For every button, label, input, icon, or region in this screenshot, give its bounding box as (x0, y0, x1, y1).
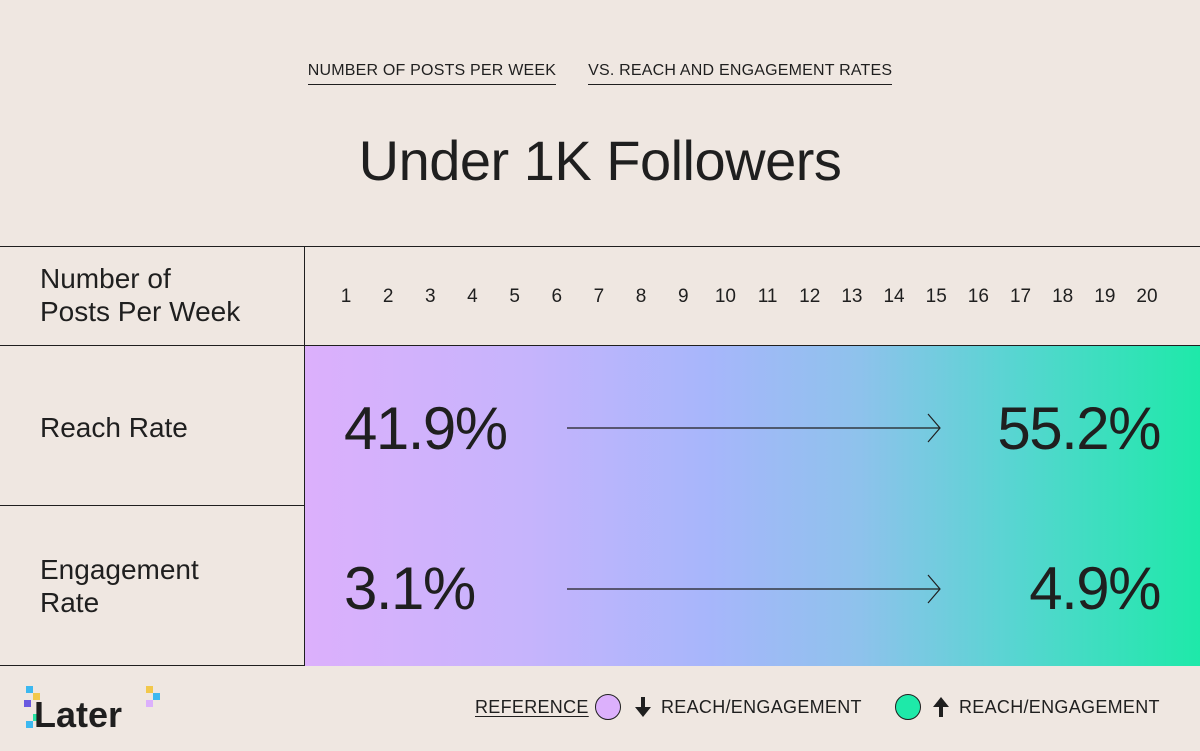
x-tick-label: 8 (635, 286, 647, 307)
x-tick-label: 4 (467, 286, 478, 307)
reference-label: REFERENCE (475, 697, 589, 717)
reach-end-value: 55.2% (997, 395, 1161, 462)
legend-label-high: REACH/ENGAGEMENT (959, 697, 1160, 717)
subtitle-part-1: NUMBER OF POSTS PER WEEK (307, 62, 557, 85)
x-tick-label: 18 (1052, 286, 1074, 307)
later-logo: Later (24, 686, 160, 735)
table-column-divider (304, 246, 305, 666)
header-label-line-2: Posts Per Week (40, 296, 241, 327)
x-tick-label: 9 (677, 286, 689, 307)
x-tick-label: 15 (925, 286, 947, 307)
data-table: Number of Posts Per Week 1 2 3 4 5 6 7 8 9 10 11 12… (0, 246, 1200, 666)
x-tick-label: 20 (1136, 286, 1158, 307)
legend-swatch-high (895, 694, 921, 720)
reach-arrow (567, 413, 941, 443)
chart-title: Under 1K Followers (358, 129, 842, 192)
x-tick-label: 5 (509, 286, 520, 307)
reach-start-value: 41.9% (344, 395, 508, 462)
row-label-engagement: Engagement Rate (40, 553, 199, 619)
engagement-start-value: 3.1% (344, 555, 476, 622)
x-tick-label: 19 (1094, 286, 1116, 307)
x-tick-label: 11 (757, 286, 778, 307)
x-tick-label: 3 (425, 286, 436, 307)
table-top-border (0, 246, 1200, 247)
table-header-divider (0, 345, 1200, 346)
row-label-reach: Reach Rate (40, 411, 188, 444)
x-tick-label: 2 (382, 286, 394, 307)
x-tick-label: 12 (799, 286, 821, 307)
header-label-line-1: Number of (40, 263, 171, 294)
engagement-arrow (567, 574, 941, 604)
row-label-engagement-line-2: Rate (40, 587, 100, 618)
subtitle-part-2: VS. REACH AND ENGAGEMENT RATES (588, 62, 893, 85)
x-axis-ticks: 1 2 3 4 5 6 7 8 9 10 11 12 13 14 15 16 17 18 19 20 (305, 246, 1200, 346)
arrow-up-icon (933, 697, 949, 717)
row-label-reach-line-1: Reach Rate (40, 412, 188, 443)
x-tick-label: 6 (551, 286, 563, 307)
engagement-end-value: 4.9% (1029, 555, 1161, 622)
x-tick-label: 13 (841, 286, 863, 307)
row-label-engagement-line-1: Engagement (40, 554, 199, 585)
x-tick-label: 7 (593, 286, 605, 307)
x-tick-label: 10 (714, 286, 736, 307)
legend-label-low: REACH/ENGAGEMENT (661, 697, 862, 717)
logo-text: Later (34, 694, 122, 735)
gradient-band (305, 346, 1200, 666)
x-tick-label: 16 (967, 286, 989, 307)
arrow-down-icon (635, 697, 651, 717)
x-tick-label: 1 (340, 286, 352, 307)
legend-swatch-low (595, 694, 621, 720)
chart-subtitle: NUMBER OF POSTS PER WEEK VS. REACH AND EN… (0, 62, 1200, 85)
x-tick-label: 17 (1009, 286, 1032, 307)
x-tick-label: 14 (883, 286, 905, 307)
header-label: Number of Posts Per Week (40, 262, 240, 328)
